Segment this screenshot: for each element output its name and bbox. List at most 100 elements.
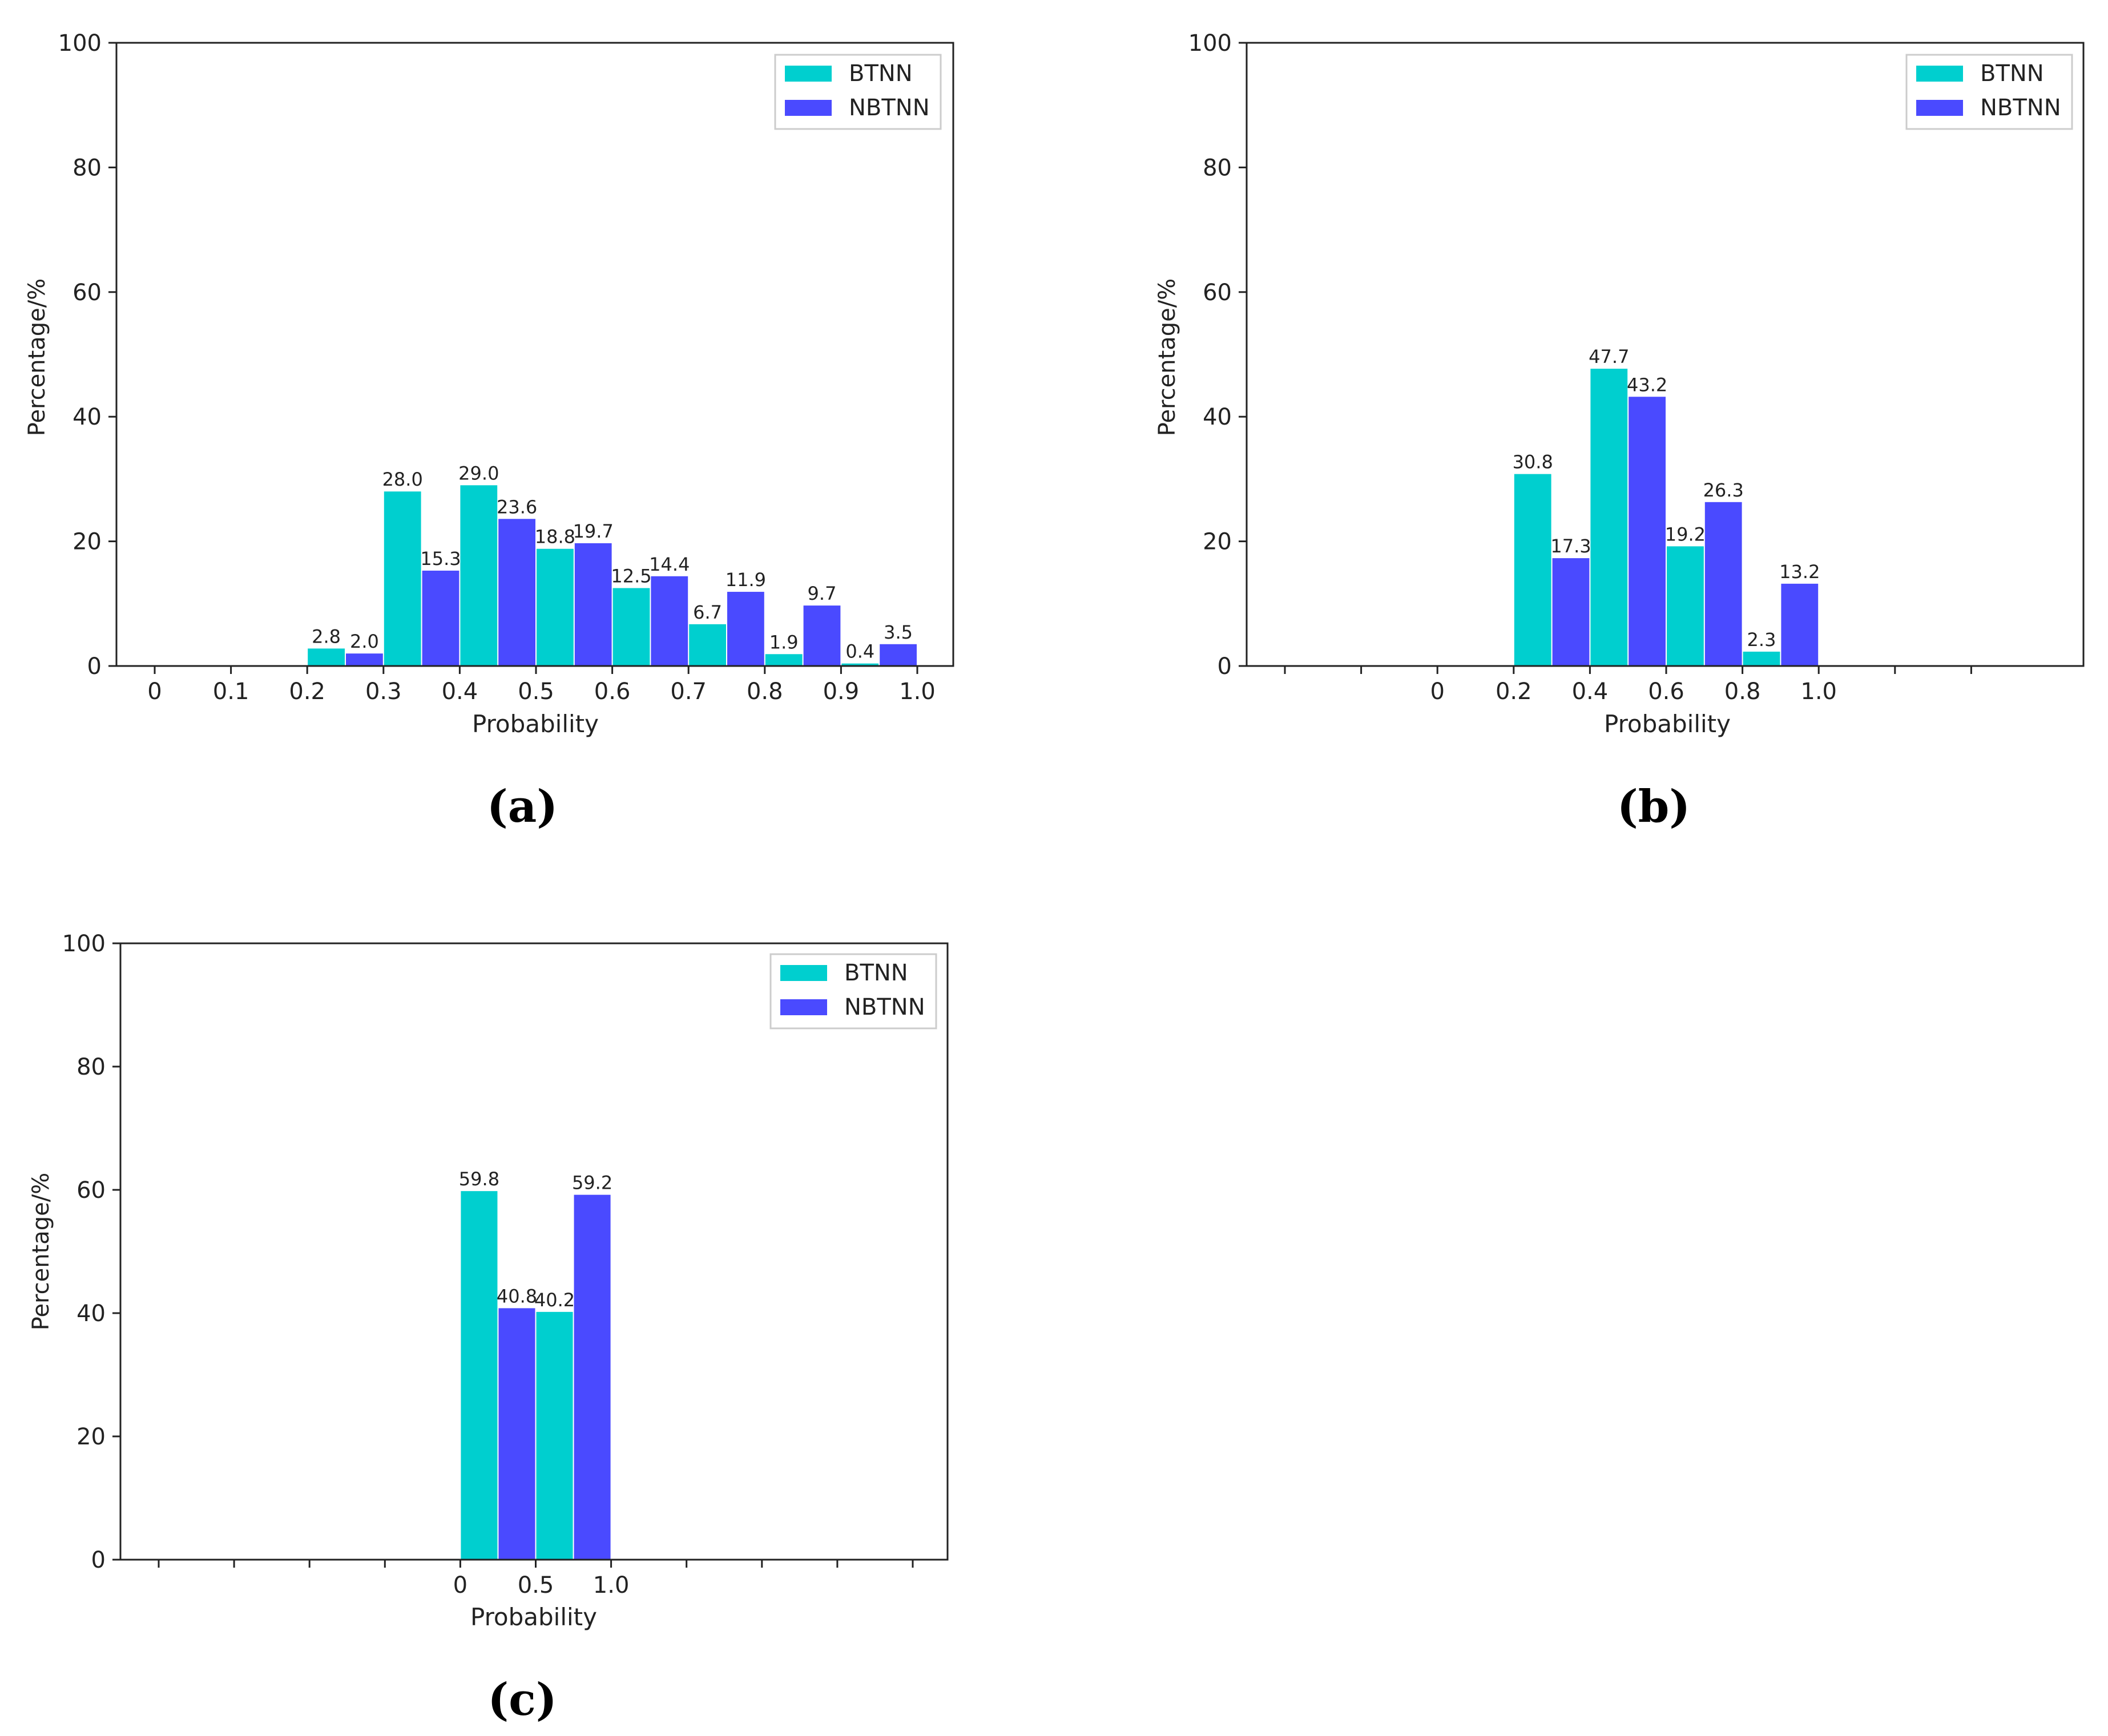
bar-nbtnn <box>651 576 688 666</box>
bar-nbtnn <box>803 605 841 666</box>
legend-label-btnn: BTNN <box>844 960 908 986</box>
x-tick-label: 0.2 <box>289 679 325 705</box>
y-tick-label: 100 <box>62 931 106 957</box>
bar-btnn <box>689 624 726 666</box>
y-tick-label: 60 <box>72 280 102 306</box>
data-label: 59.8 <box>459 1168 499 1190</box>
x-tick-label: 1.0 <box>593 1572 630 1598</box>
x-tick-label: 0.4 <box>442 679 478 705</box>
data-label: 47.7 <box>1589 346 1629 368</box>
legend-swatch-nbtnn <box>1916 100 1963 116</box>
x-tick-label: 0.6 <box>594 679 631 705</box>
data-label: 14.4 <box>649 554 690 575</box>
y-tick-label: 60 <box>1203 280 1232 306</box>
data-label: 2.3 <box>1747 629 1776 651</box>
chart-panel-c: Percentage/% Probability (c) 0 20 40 60 80 10… <box>28 931 949 1726</box>
bar-nbtnn <box>727 592 764 666</box>
data-label: 6.7 <box>693 601 722 623</box>
y-axis-label: Percentage/% <box>24 278 50 437</box>
chart-panel-b: Percentage/% Probability (b) 0 20 40 60 80 10… <box>1154 30 2085 833</box>
x-tick-label: 0 <box>1430 679 1444 705</box>
y-tick-label: 40 <box>76 1301 106 1327</box>
data-label: 13.2 <box>1779 561 1820 583</box>
legend: BTNN NBTNN <box>1905 54 2073 130</box>
legend-label-nbtnn: NBTNN <box>844 994 925 1020</box>
x-axis-label: Probability <box>470 1603 597 1631</box>
bar-btnn <box>1514 474 1551 666</box>
bar-btnn <box>460 485 498 666</box>
panel-caption: (c) <box>487 1674 557 1726</box>
x-tick-label: 0.4 <box>1572 679 1609 705</box>
data-label: 19.7 <box>573 520 614 542</box>
bar-nbtnn <box>574 543 612 666</box>
bar-nbtnn <box>1552 558 1590 666</box>
data-label: 23.6 <box>497 496 537 518</box>
x-tick-label: 0.3 <box>365 679 402 705</box>
legend-label-nbtnn: NBTNN <box>849 95 930 121</box>
data-label: 26.3 <box>1703 479 1744 501</box>
data-label: 0.4 <box>845 641 874 663</box>
data-label: 28.0 <box>382 469 423 490</box>
x-tick-label: 0.7 <box>670 679 707 705</box>
legend: BTNN NBTNN <box>769 953 937 1030</box>
data-label: 18.8 <box>535 526 575 548</box>
y-tick-label: 100 <box>1188 30 1232 56</box>
y-tick-label: 100 <box>58 30 102 56</box>
y-axis-label: Percentage/% <box>28 1173 54 1331</box>
legend-swatch-btnn <box>785 66 832 82</box>
plot-frame <box>115 42 954 667</box>
y-tick-label: 40 <box>72 404 102 430</box>
data-label: 40.8 <box>497 1285 537 1307</box>
x-tick-label: 0 <box>453 1572 467 1598</box>
y-tick-label: 20 <box>1203 529 1232 555</box>
bar-btnn <box>841 663 879 666</box>
data-label: 15.3 <box>420 548 461 570</box>
legend-swatch-nbtnn <box>785 100 832 116</box>
x-tick-label: 0.2 <box>1496 679 1532 705</box>
y-tick-label: 80 <box>1203 155 1232 181</box>
data-label: 29.0 <box>458 462 499 484</box>
y-tick-label: 80 <box>76 1054 106 1080</box>
data-label: 9.7 <box>808 583 837 604</box>
data-label: 3.5 <box>884 621 913 643</box>
bar-btnn <box>765 654 803 666</box>
y-axis-label: Percentage/% <box>1154 278 1180 437</box>
data-label: 59.2 <box>572 1172 612 1194</box>
x-axis-label: Probability <box>1604 710 1731 738</box>
y-tick-label: 0 <box>1218 653 1232 680</box>
y-tick-label: 0 <box>87 653 102 680</box>
bar-btnn <box>308 648 345 666</box>
data-label: 19.2 <box>1665 523 1706 545</box>
legend-label-btnn: BTNN <box>849 60 913 87</box>
bar-nbtnn <box>346 653 383 666</box>
bar-nbtnn <box>1781 583 1819 666</box>
x-tick-label: 0.9 <box>823 679 860 705</box>
panel-caption: (a) <box>487 781 558 833</box>
data-label: 40.2 <box>534 1289 575 1311</box>
x-tick-label: 0 <box>147 679 162 705</box>
data-label: 43.2 <box>1627 374 1667 395</box>
bar-btnn <box>1743 651 1780 666</box>
bar-btnn <box>612 588 650 666</box>
bar-btnn <box>384 491 421 666</box>
y-tick-label: 60 <box>76 1177 106 1204</box>
bar-btnn <box>1590 369 1628 666</box>
legend-label-btnn: BTNN <box>1980 60 2044 87</box>
bar-btnn <box>461 1191 498 1560</box>
bar-nbtnn <box>498 1308 535 1560</box>
data-label: 30.8 <box>1513 451 1553 473</box>
y-tick-label: 20 <box>76 1424 106 1450</box>
data-label: 2.0 <box>350 631 379 652</box>
x-tick-label: 0.8 <box>747 679 783 705</box>
legend-swatch-nbtnn <box>780 999 827 1015</box>
data-label: 1.9 <box>769 631 799 653</box>
legend-label-nbtnn: NBTNN <box>1980 95 2061 121</box>
x-tick-label: 0.6 <box>1648 679 1684 705</box>
legend-swatch-btnn <box>780 965 827 981</box>
bar-btnn <box>1667 546 1704 666</box>
bar-nbtnn <box>1704 502 1742 666</box>
data-label: 2.8 <box>312 625 341 647</box>
x-tick-label: 0.5 <box>518 679 554 705</box>
bar-nbtnn <box>422 570 460 666</box>
